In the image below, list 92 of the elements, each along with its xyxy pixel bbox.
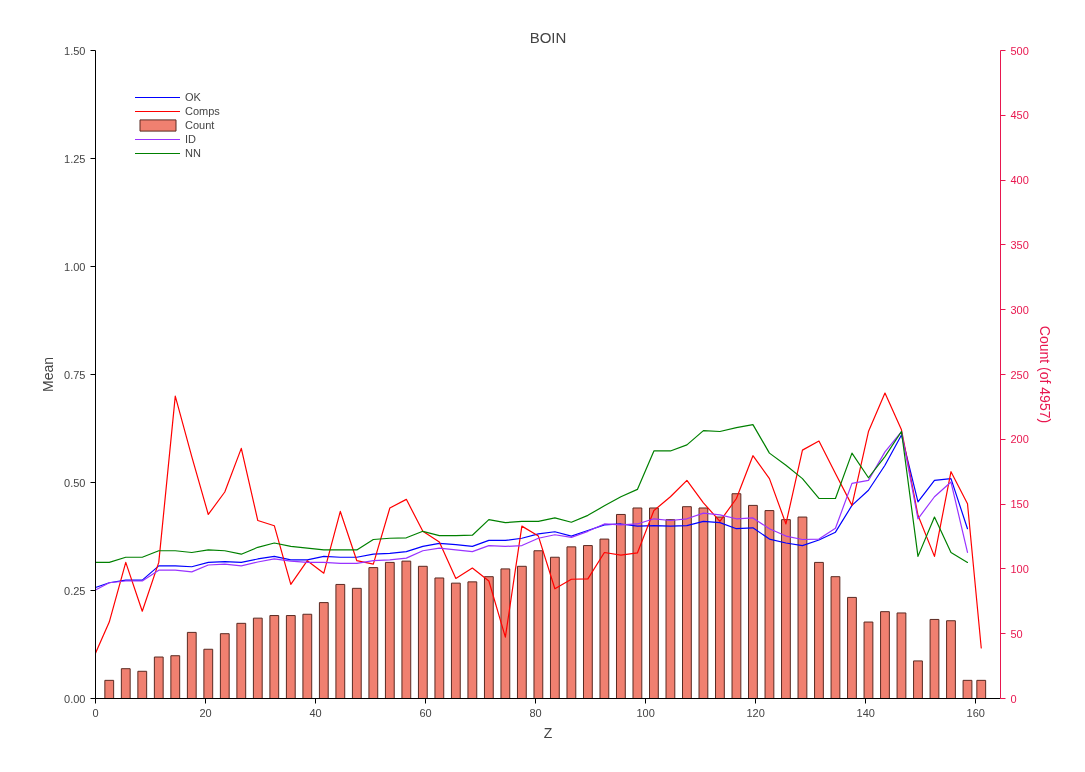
bar: [318, 602, 329, 699]
bar: [203, 648, 214, 699]
x-tick-label: 100: [636, 706, 655, 719]
bar: [682, 506, 692, 699]
y2-tick-label: 250: [1010, 368, 1029, 381]
bar: [483, 576, 494, 699]
y2-tick-label: 100: [1010, 562, 1029, 575]
bar: [896, 612, 907, 699]
y2-tick-label: 150: [1010, 498, 1029, 511]
x-tick-label: 20: [199, 706, 212, 719]
bar: [434, 577, 445, 699]
bar: [665, 519, 676, 699]
bar: [715, 516, 725, 699]
bar: [219, 633, 230, 699]
bar: [252, 617, 263, 699]
bar: [467, 581, 478, 699]
y-tick-label: 0.25: [64, 584, 86, 597]
bar: [599, 538, 610, 699]
bar: [748, 504, 758, 699]
legend-label: OK: [185, 91, 202, 103]
y2-tick-label: 450: [1010, 109, 1029, 122]
bar: [417, 565, 428, 699]
legend-label: NN: [185, 147, 202, 159]
bar: [929, 618, 940, 699]
y-tick-label: 0.00: [64, 692, 86, 705]
bar: [962, 679, 973, 699]
y-tick-label: 1.50: [64, 44, 86, 57]
bar: [649, 507, 659, 699]
bar: [137, 670, 148, 699]
bar: [814, 561, 824, 699]
y2-tick-label: 300: [1010, 303, 1029, 316]
x-axis-title: Z: [543, 724, 553, 741]
bar: [302, 613, 313, 699]
y2-tick-label: 400: [1010, 174, 1029, 187]
y2-tick-label: 200: [1010, 433, 1029, 446]
x-tick-label: 0: [92, 706, 99, 719]
bar: [120, 668, 131, 699]
y-tick-label: 0.50: [64, 476, 86, 489]
y-tick-label: 1.25: [64, 152, 86, 165]
bar: [566, 546, 577, 699]
x-tick-label: 120: [746, 706, 765, 719]
bar: [698, 507, 709, 699]
bar: [880, 611, 890, 699]
bar: [549, 556, 560, 699]
bar: [401, 560, 412, 699]
y-tick-label: 0.75: [64, 368, 86, 381]
bar: [450, 582, 461, 699]
x-tick-label: 80: [529, 706, 542, 719]
x-tick-label: 40: [309, 706, 322, 719]
bar: [632, 507, 643, 699]
bar: [104, 679, 115, 699]
legend-label: Comps: [185, 105, 220, 117]
y2-tick-label: 500: [1010, 44, 1029, 57]
y2-axis-title: Count (of 4957): [1036, 325, 1053, 424]
y-axis-title: Mean: [40, 356, 57, 393]
bar: [170, 655, 181, 699]
bar: [946, 620, 956, 699]
bar: [368, 567, 379, 699]
x-tick-label: 60: [419, 706, 432, 719]
bar: [500, 568, 511, 699]
legend-label: Count: [185, 119, 215, 131]
bar: [976, 679, 987, 699]
bar: [582, 545, 593, 699]
y2-tick-label: 0: [1010, 692, 1017, 705]
x-tick-label: 140: [856, 706, 875, 719]
bar: [335, 583, 346, 699]
bar: [384, 561, 395, 699]
bar: [285, 615, 296, 699]
bar: [153, 656, 164, 699]
y2-tick-label: 50: [1010, 627, 1023, 640]
bar: [797, 516, 808, 699]
bar: [781, 519, 791, 699]
bar: [236, 622, 247, 699]
legend-label: ID: [185, 133, 197, 145]
bar: [615, 513, 626, 699]
bar: [731, 493, 742, 699]
line-series: [95, 392, 982, 654]
bar: [269, 615, 280, 699]
x-tick-label: 160: [966, 706, 985, 719]
line-series: [95, 424, 969, 564]
y2-tick-label: 350: [1010, 238, 1029, 251]
bar: [913, 660, 923, 699]
bar: [830, 576, 841, 699]
chart-title: BOIN: [529, 28, 567, 46]
bar: [533, 550, 544, 699]
bar: [516, 565, 527, 699]
bar: [863, 621, 874, 699]
bar: [186, 631, 197, 699]
y-tick-label: 1.00: [64, 260, 86, 273]
bar: [847, 596, 857, 699]
bar: [351, 587, 362, 699]
bar: [764, 510, 775, 699]
